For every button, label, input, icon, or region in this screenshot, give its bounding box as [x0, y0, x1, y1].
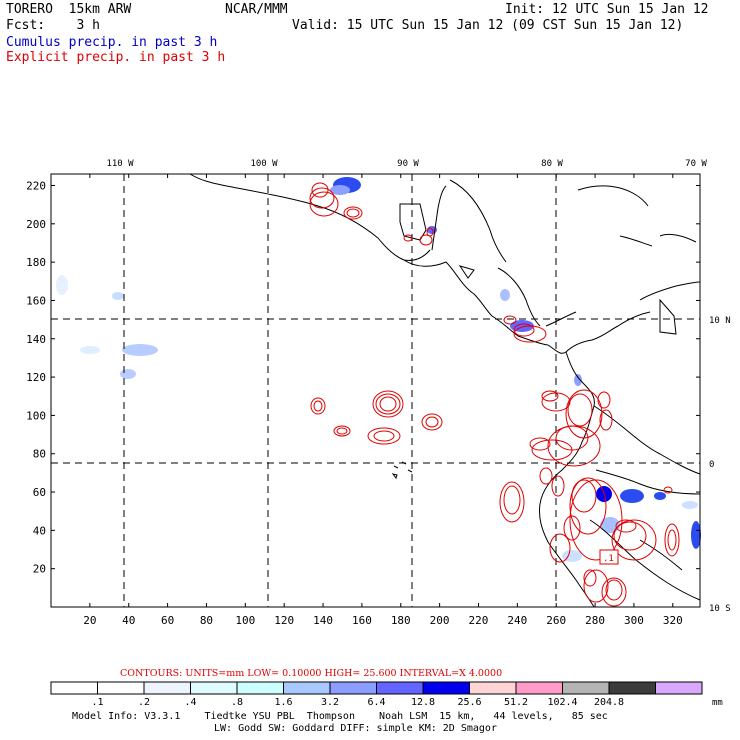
lon-label: 110 W [106, 159, 134, 169]
colorbar-boxes [50, 681, 703, 695]
colorbar-box [50, 681, 98, 695]
contour-label-box [599, 549, 619, 565]
y-tick-label: 100 [26, 409, 46, 422]
colorbar-box [422, 681, 470, 695]
colorbar-threshold: 12.8 [411, 697, 435, 708]
colorbar-box [236, 681, 284, 695]
shade-blob [112, 292, 124, 300]
field-explicit-label: Explicit precip. in past 3 h [6, 50, 226, 65]
colorbar-threshold: 204.8 [594, 697, 624, 708]
shade-blob [330, 185, 350, 195]
lat-label: 10 S [709, 604, 731, 614]
valid-time: Valid: 15 UTC Sun 15 Jan 12 (09 CST Sun … [292, 18, 684, 33]
y-tick-label: 160 [26, 294, 46, 307]
y-tick-label: 120 [26, 371, 46, 384]
shade-blob [56, 275, 68, 295]
axes: 20 40 60 80 100 120 140 160 180 200 220 240 260 280 30… [26, 159, 731, 627]
x-tick-label: 240 [507, 614, 527, 627]
contour-info: CONTOURS: UNITS=mm LOW= 0.10000 HIGH= 25… [120, 668, 502, 679]
coastlines [189, 173, 701, 608]
model-name: TORERO 15km ARW [6, 2, 132, 17]
x-tick-label: 80 [200, 614, 213, 627]
shade-blob [654, 492, 666, 500]
x-tick-label: 140 [313, 614, 333, 627]
shade-blob [562, 550, 582, 562]
colorbar-labels: .1 .2 .4 .8 1.6 3.2 6.4 12.8 25.6 51.2 102.4 204.8 [91, 697, 624, 708]
lon-label: 90 W [397, 159, 419, 169]
x-tick-label: 200 [430, 614, 450, 627]
shade-blob [682, 501, 698, 509]
x-tick-label: 180 [391, 614, 411, 627]
x-tick-label: 60 [161, 614, 174, 627]
colorbar-threshold: 102.4 [547, 697, 577, 708]
shade-blob [574, 374, 582, 386]
model-physics: LW: Godd SW: Goddard DIFF: simple KM: 2D… [214, 723, 497, 734]
x-tick-label: 280 [585, 614, 605, 627]
x-tick-label: 20 [83, 614, 96, 627]
shade-blob [691, 521, 701, 549]
shade-blob [510, 320, 534, 332]
y-tick-label: 200 [26, 218, 46, 231]
y-tick-label: 40 [33, 524, 46, 537]
lat-label: 10 N [709, 316, 731, 326]
lat-label: 0 [709, 460, 714, 470]
colorbar-box [515, 681, 563, 695]
colorbar-threshold: .4 [184, 697, 196, 708]
colorbar-units: mm [712, 698, 723, 708]
colorbar-box [190, 681, 238, 695]
organization: NCAR/MMM [225, 2, 288, 17]
y-tick-label: 80 [33, 448, 46, 461]
plot-frame [50, 173, 701, 608]
colorbar-threshold: 51.2 [504, 697, 528, 708]
contour-label: .1 [603, 554, 614, 564]
y-tick-label: 180 [26, 256, 46, 269]
colorbar-threshold: .8 [231, 697, 243, 708]
y-tick-label: 220 [26, 179, 46, 192]
colorbar-threshold: .2 [138, 697, 150, 708]
x-tick-label: 160 [352, 614, 372, 627]
model-info: Model Info: V3.3.1 Tiedtke YSU PBL Thomp… [72, 711, 608, 722]
shade-blob [122, 344, 158, 356]
colorbar-box [562, 681, 610, 695]
x-tick-label: 100 [235, 614, 255, 627]
forecast-hour: Fcst: 3 h [6, 18, 100, 33]
colorbar-threshold: 1.6 [274, 697, 292, 708]
lon-label: 100 W [250, 159, 278, 169]
colorbar-box [376, 681, 424, 695]
x-tick-label: 40 [122, 614, 135, 627]
colorbar-threshold: 3.2 [321, 697, 339, 708]
x-tick-label: 300 [624, 614, 644, 627]
colorbar-box [283, 681, 331, 695]
explicit-contours [309, 182, 680, 607]
colorbar-box [329, 681, 377, 695]
colorbar-box [143, 681, 191, 695]
colorbar-box [608, 681, 656, 695]
x-tick-label: 220 [469, 614, 489, 627]
colorbar-box [655, 681, 703, 695]
y-tick-label: 60 [33, 486, 46, 499]
lon-label: 80 W [541, 159, 563, 169]
colorbar-box [97, 681, 145, 695]
x-tick-label: 120 [274, 614, 294, 627]
field-cumulus-label: Cumulus precip. in past 3 h [6, 35, 218, 50]
y-tick-label: 20 [33, 563, 46, 576]
x-tick-label: 260 [546, 614, 566, 627]
shade-blob [500, 289, 510, 301]
shade-blob [80, 346, 100, 354]
colorbar-threshold: 6.4 [367, 697, 385, 708]
init-time: Init: 12 UTC Sun 15 Jan 12 [505, 2, 709, 17]
y-tick-label: 140 [26, 333, 46, 346]
colorbar-box [469, 681, 517, 695]
shade-blob [620, 489, 644, 503]
colorbar-threshold: 25.6 [457, 697, 481, 708]
lon-label: 70 W [685, 159, 707, 169]
x-tick-label: 320 [663, 614, 683, 627]
colorbar-threshold: .1 [91, 697, 103, 708]
